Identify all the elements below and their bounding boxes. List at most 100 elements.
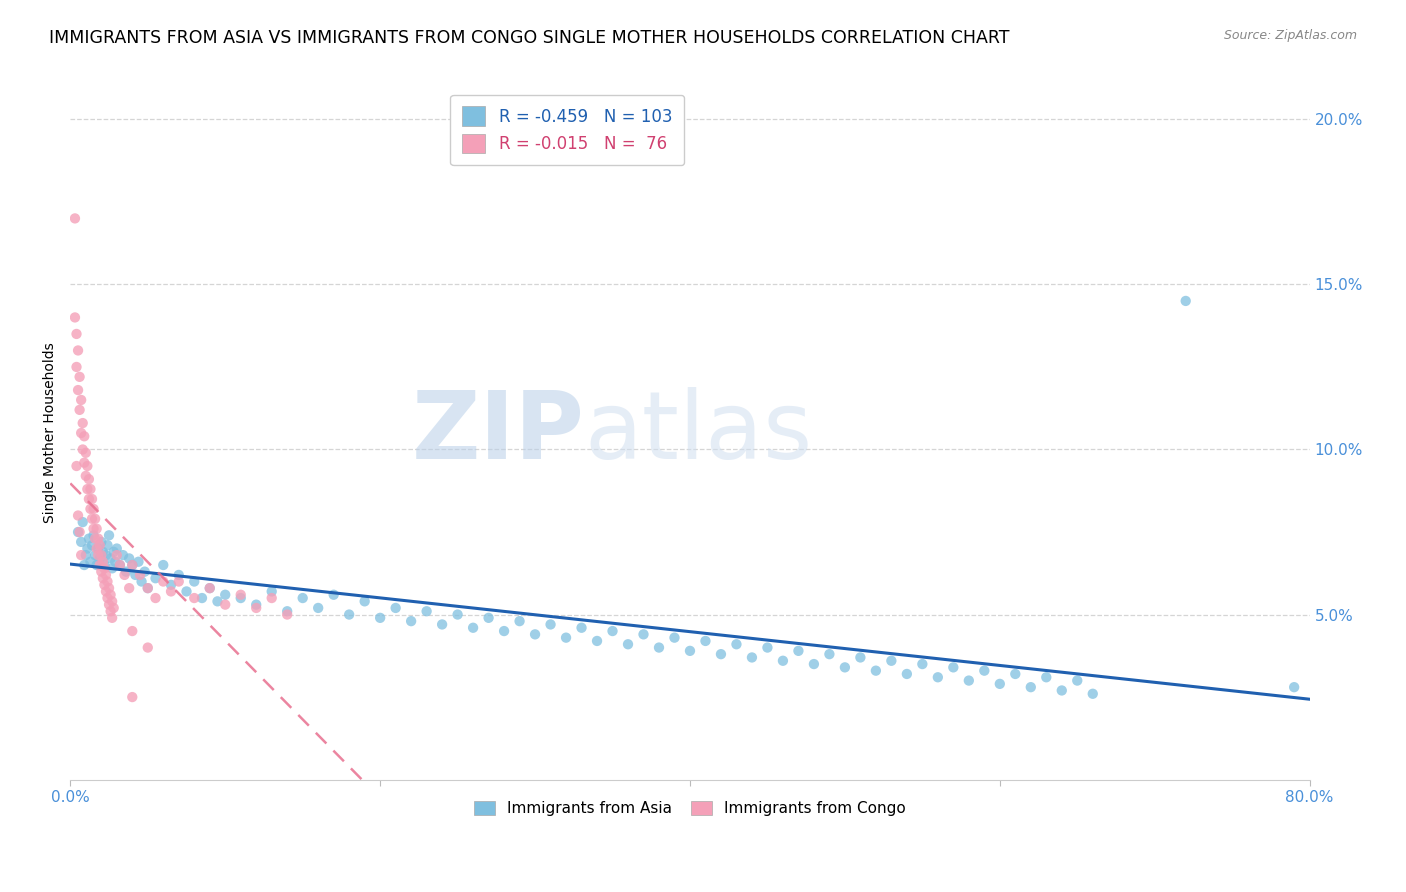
Point — [710, 647, 733, 661]
Point — [540, 617, 562, 632]
Point — [461, 621, 484, 635]
Point — [555, 631, 578, 645]
Point — [69, 403, 91, 417]
Point — [957, 673, 980, 688]
Point — [124, 568, 146, 582]
Point — [89, 551, 111, 566]
Point — [129, 568, 152, 582]
Point — [1081, 687, 1104, 701]
Point — [91, 555, 114, 569]
Point — [65, 458, 87, 473]
Point — [399, 614, 422, 628]
Point — [100, 551, 122, 566]
Point — [245, 601, 267, 615]
Point — [84, 512, 107, 526]
Point — [927, 670, 949, 684]
Point — [121, 558, 143, 572]
Point — [101, 594, 124, 608]
Point — [105, 541, 128, 556]
Point — [430, 617, 453, 632]
Point — [91, 545, 114, 559]
Point — [83, 522, 105, 536]
Point — [72, 416, 94, 430]
Point — [80, 538, 103, 552]
Point — [664, 631, 686, 645]
Point — [79, 502, 101, 516]
Point — [98, 528, 121, 542]
Point — [127, 555, 149, 569]
Point — [198, 581, 221, 595]
Point — [91, 571, 114, 585]
Point — [67, 383, 90, 397]
Point — [86, 558, 108, 572]
Point — [695, 634, 717, 648]
Point — [121, 690, 143, 704]
Point — [87, 541, 110, 556]
Point — [834, 660, 856, 674]
Point — [63, 211, 86, 226]
Point — [152, 558, 174, 572]
Text: atlas: atlas — [585, 387, 813, 479]
Point — [353, 594, 375, 608]
Point — [76, 482, 98, 496]
Point — [83, 528, 105, 542]
Point — [115, 565, 138, 579]
Point — [101, 561, 124, 575]
Point — [72, 442, 94, 457]
Point — [679, 644, 702, 658]
Point — [108, 558, 131, 572]
Point — [176, 584, 198, 599]
Point — [229, 591, 252, 605]
Point — [865, 664, 887, 678]
Point — [89, 558, 111, 572]
Point — [849, 650, 872, 665]
Point — [94, 568, 117, 582]
Point — [90, 565, 112, 579]
Point — [911, 657, 934, 671]
Point — [896, 667, 918, 681]
Point — [69, 524, 91, 539]
Point — [87, 532, 110, 546]
Point — [63, 310, 86, 325]
Point — [94, 548, 117, 562]
Point — [105, 548, 128, 562]
Point — [65, 359, 87, 374]
Point — [94, 584, 117, 599]
Point — [509, 614, 531, 628]
Point — [86, 541, 108, 556]
Point — [134, 565, 156, 579]
Point — [145, 591, 167, 605]
Point — [76, 541, 98, 556]
Point — [368, 611, 391, 625]
Point — [121, 558, 143, 572]
Point — [86, 522, 108, 536]
Point — [79, 555, 101, 569]
Text: ZIP: ZIP — [412, 387, 585, 479]
Point — [103, 601, 125, 615]
Point — [787, 644, 810, 658]
Point — [73, 558, 96, 572]
Point — [1282, 680, 1305, 694]
Point — [136, 640, 159, 655]
Point — [494, 624, 516, 638]
Point — [67, 508, 90, 523]
Point — [648, 640, 671, 655]
Point — [100, 588, 122, 602]
Point — [73, 429, 96, 443]
Text: IMMIGRANTS FROM ASIA VS IMMIGRANTS FROM CONGO SINGLE MOTHER HOUSEHOLDS CORRELATI: IMMIGRANTS FROM ASIA VS IMMIGRANTS FROM … — [49, 29, 1010, 46]
Point — [291, 591, 314, 605]
Point — [478, 611, 501, 625]
Point — [602, 624, 624, 638]
Point — [121, 624, 143, 638]
Point — [111, 548, 134, 562]
Point — [70, 548, 93, 562]
Point — [96, 538, 118, 552]
Point — [84, 548, 107, 562]
Point — [77, 472, 100, 486]
Point — [108, 558, 131, 572]
Point — [80, 512, 103, 526]
Point — [167, 574, 190, 589]
Point — [83, 502, 105, 516]
Point — [384, 601, 406, 615]
Point — [96, 591, 118, 605]
